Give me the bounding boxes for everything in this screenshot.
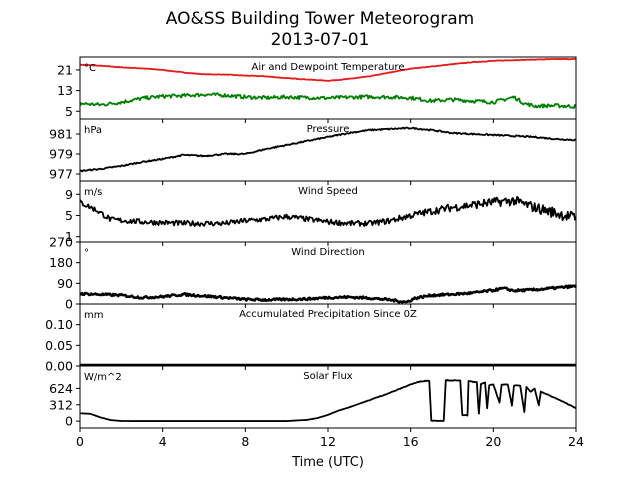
x-tick-label: 4 [159,434,167,449]
y-tick-label: 21 [57,62,73,77]
y-tick-label: 0.05 [45,338,73,353]
y-tick-label: 0.10 [45,317,73,332]
series-line-direction [79,284,578,304]
y-tick-label: 1 [65,229,73,244]
chart-subtitle: 2013-07-01 [271,30,370,50]
y-tick-label: 0 [65,414,73,429]
panel-unit: m/s [84,187,102,198]
x-tick-label: 0 [76,434,84,449]
panel-unit: W/m^2 [84,372,122,383]
x-tick-label: 24 [568,434,584,449]
y-tick-label: 180 [49,255,73,270]
y-tick-label: 270 [49,235,73,250]
series-line-air [79,57,576,82]
panel-wind_dir: 270 180 90 0 ° Wind Direction [49,235,578,312]
y-tick-label: 9 [65,187,73,202]
series-line-dewpoint [79,92,577,110]
y-tick-label: 90 [57,276,73,291]
panel-title: Accumulated Precipitation Since 0Z [239,309,417,320]
panel-wind_speed: 9 5 1 m/s Wind Speed [65,180,577,246]
y-tick-label: 5 [65,208,73,223]
y-tick-label: 13 [57,83,73,98]
x-axis-label: Time (UTC) [291,455,364,470]
x-tick-label: 12 [320,434,336,449]
y-tick-label: 981 [49,127,73,142]
y-tick-label: 312 [49,397,73,412]
y-tick-label: 0 [65,297,73,312]
x-tick-label: 16 [403,434,419,449]
panel-title: Solar Flux [303,371,353,382]
panel-title: Wind Direction [291,247,365,258]
x-tick-label: 20 [485,434,501,449]
y-tick-label: 624 [49,381,73,396]
y-tick-label: 0.00 [45,359,73,374]
panel-title: Pressure [307,124,350,135]
series-line-pressure [79,126,577,173]
panel-title: Air and Dewpoint Temperature [252,62,405,73]
panel-unit: hPa [84,125,102,136]
series-line-speed [79,195,577,227]
panel-title: Wind Speed [298,186,358,197]
panel-pressure: 981 979 977 hPa Pressure [49,118,577,185]
series-line-solar [79,379,577,422]
panel-precip: 0.10 0.05 0.00 mm Accumulated Precipitation … [45,303,577,374]
x-tick-label: 8 [241,434,249,449]
y-tick-label: 5 [65,104,73,119]
panel-unit: °C [84,63,96,74]
y-tick-label: 979 [49,147,73,162]
y-tick-label: 977 [49,167,73,182]
panel-temp: 21 13 5 °C Air and Dewpoint Temperature [57,56,577,123]
chart-title: AO&SS Building Tower Meteorogram [166,9,474,29]
panel-unit: ° [84,248,89,259]
panel-unit: mm [84,310,103,321]
